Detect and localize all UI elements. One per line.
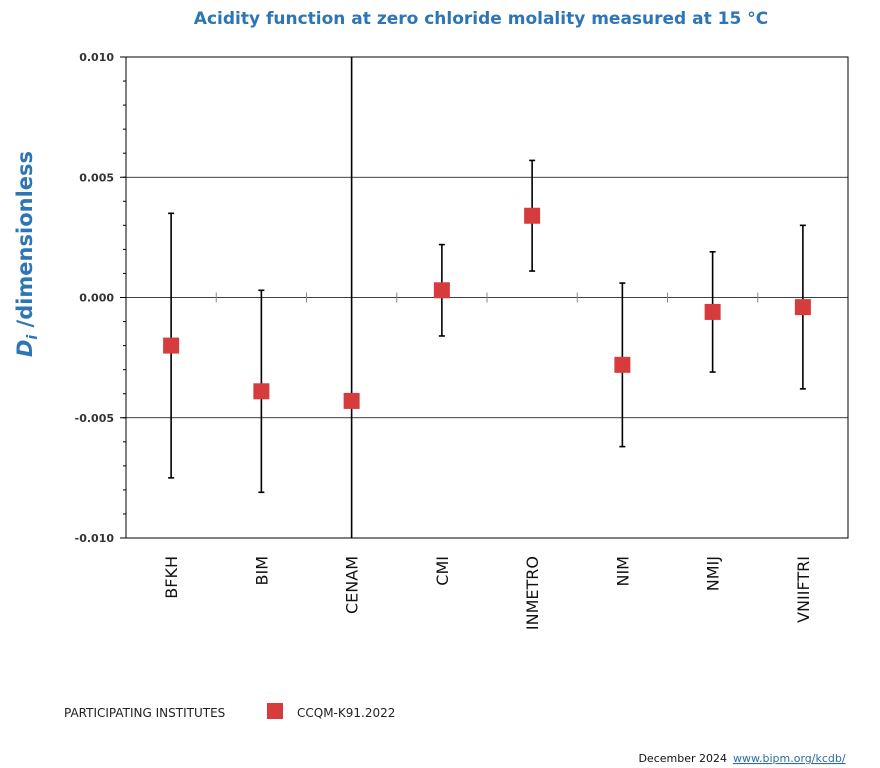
data-point-cenam (343, 392, 360, 409)
legend: PARTICIPATING INSTITUTES CCQM-K91.2022 (64, 703, 395, 720)
data-point-inmetro (524, 207, 541, 224)
chart-title: Acidity function at zero chloride molali… (194, 9, 768, 29)
x-tick-label-nmij: NMIJ (704, 556, 723, 591)
x-tick-label-cenam: CENAM (343, 556, 362, 614)
data-point-nmij (704, 303, 721, 320)
x-tick-label-bfkh: BFKH (162, 556, 181, 599)
y-tick-label: 0.010 (79, 51, 114, 64)
grid-lines (120, 56, 848, 539)
x-tick-label-vniiftri: VNIIFTRI (794, 556, 813, 623)
y-axis-label-subscript: i (25, 335, 41, 340)
y-minor-ticks (123, 56, 126, 539)
y-axis-label-symbol: D (13, 340, 37, 357)
y-axis-label-text: /dimensionless (13, 151, 37, 335)
x-tick-label-inmetro: INMETRO (523, 556, 542, 630)
data-markers (163, 207, 811, 409)
y-tick-label: -0.010 (75, 532, 115, 545)
x-tick-label-nim: NIM (613, 556, 632, 587)
legend-series-label: CCQM-K91.2022 (297, 706, 395, 720)
y-axis-label: Di /dimensionless (13, 151, 41, 357)
zero-line-ticks (215, 292, 759, 303)
data-point-bim (253, 383, 270, 400)
legend-marker (267, 703, 283, 719)
x-tick-labels: BFKH BIM CENAM CMI INMETRO NIM NMIJ VNIIFTRI (162, 556, 813, 630)
data-point-vniiftri (794, 299, 811, 316)
y-tick-label: -0.005 (75, 412, 114, 425)
footer-date: December 2024 (638, 752, 727, 765)
y-tick-label: 0.000 (79, 292, 114, 305)
x-tick-label-bim: BIM (252, 556, 271, 586)
footer: December 2024 www.bipm.org/kcdb/ (638, 752, 845, 765)
data-point-cmi (433, 282, 450, 299)
data-point-bfkh (163, 337, 180, 354)
y-tick-labels: 0.010 0.005 0.000 -0.005 -0.010 (75, 51, 115, 545)
x-tick-label-cmi: CMI (433, 556, 452, 586)
legend-heading: PARTICIPATING INSTITUTES (64, 706, 225, 720)
plot-area: 0.010 0.005 0.000 -0.005 -0.010 BFKH BIM CENAM… (75, 51, 849, 630)
footer-link[interactable]: www.bipm.org/kcdb/ (733, 752, 846, 765)
data-point-nim (614, 356, 631, 373)
y-tick-label: 0.005 (79, 171, 114, 184)
